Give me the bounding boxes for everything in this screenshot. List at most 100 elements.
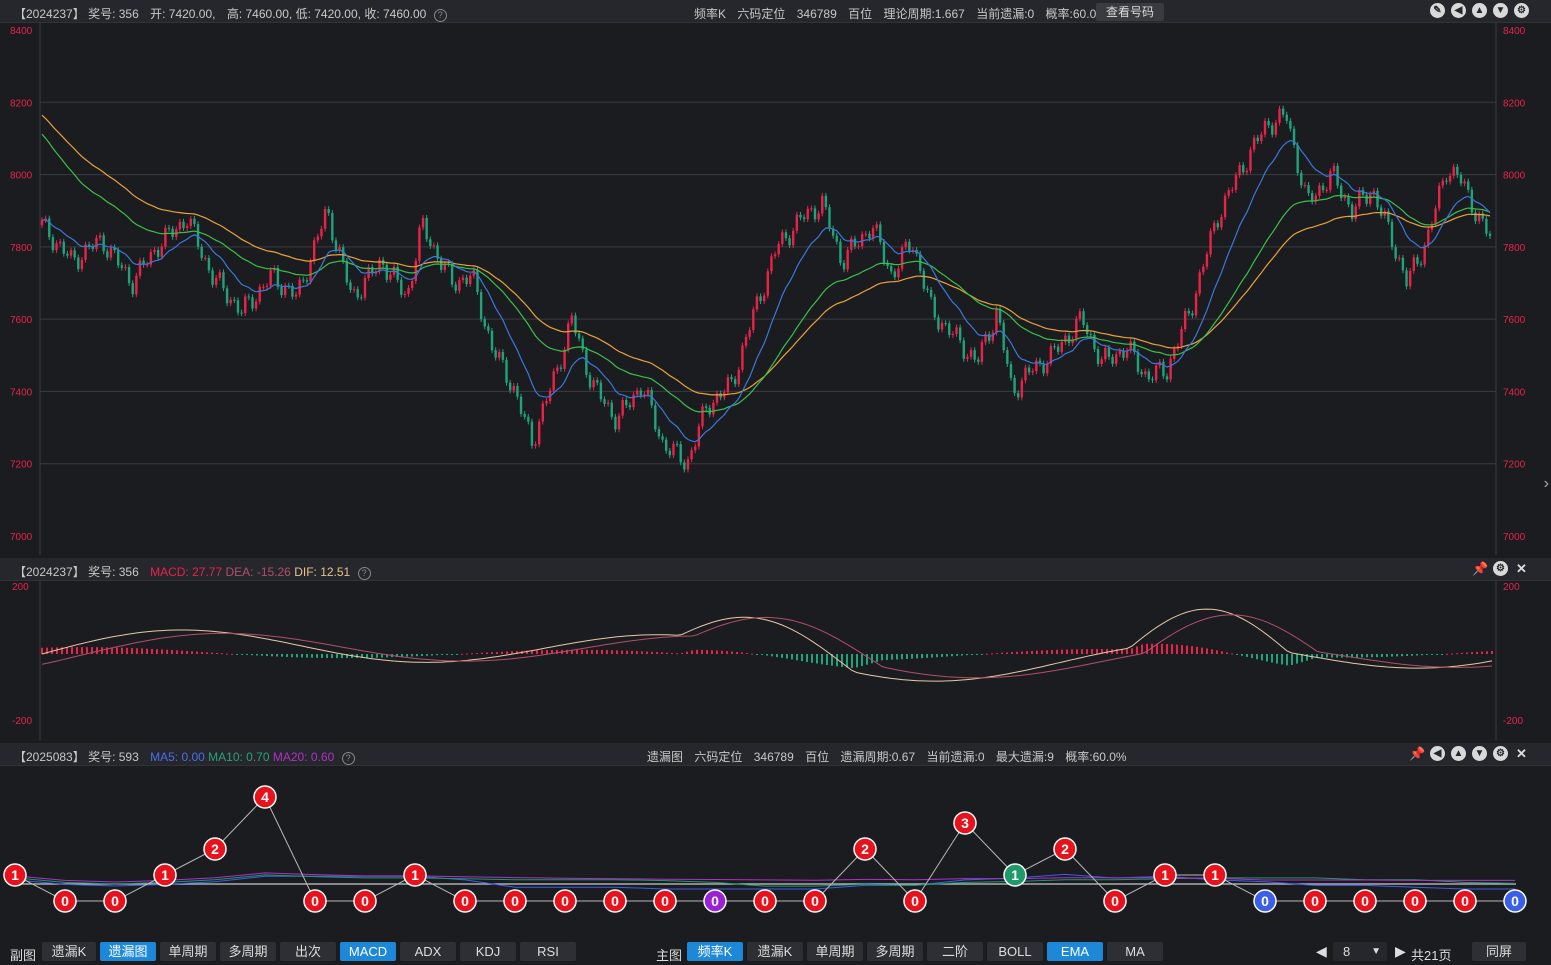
miss-point[interactable] <box>1103 889 1127 913</box>
pin-icon[interactable]: 📌 <box>1409 746 1426 761</box>
main-tab-miss-k[interactable]: 遗漏K <box>747 942 803 961</box>
miss-point[interactable] <box>753 889 777 913</box>
macd-bar <box>591 649 593 654</box>
miss-point[interactable] <box>1403 889 1427 913</box>
miss-point-label: 1 <box>1011 867 1019 883</box>
pin-icon[interactable]: 📌 <box>1472 561 1489 576</box>
miss-point[interactable] <box>503 889 527 913</box>
main-tab-multi-period[interactable]: 多周期 <box>867 942 923 961</box>
miss-point[interactable] <box>603 889 627 913</box>
candle-body <box>240 312 243 314</box>
miss-point[interactable] <box>803 889 827 913</box>
miss-point[interactable] <box>1153 863 1177 887</box>
miss-max-label: 最大遗漏:9 <box>995 750 1054 764</box>
candle-body <box>1423 245 1426 265</box>
candle-body <box>1318 185 1321 196</box>
expand-arrow-icon[interactable]: › <box>1543 475 1549 492</box>
edit-icon[interactable]: ✎ <box>1430 3 1445 18</box>
miss-point[interactable] <box>1303 889 1327 913</box>
miss-point[interactable] <box>653 889 677 913</box>
candle-body <box>218 272 222 278</box>
candle-body <box>1020 380 1024 398</box>
main-tab-boll[interactable]: BOLL <box>987 942 1043 961</box>
sub-tab-single-period[interactable]: 单周期 <box>160 942 216 961</box>
miss-point[interactable] <box>1353 889 1377 913</box>
sync-screen-button[interactable]: 同屏 <box>1472 942 1526 961</box>
sub-tab-kdj[interactable]: KDJ <box>460 942 516 961</box>
main-tab-frequency-k[interactable]: 频率K <box>687 942 743 961</box>
candle-body <box>1289 120 1292 129</box>
sub-tab-multi-period[interactable]: 多周期 <box>220 942 276 961</box>
candle-body <box>773 254 777 257</box>
macd-bar <box>551 650 553 654</box>
sub-tab-rsi[interactable]: RSI <box>520 942 576 961</box>
miss-point[interactable] <box>1203 863 1227 887</box>
candle-body <box>1231 189 1234 191</box>
miss-point[interactable] <box>953 811 977 835</box>
macd-bar <box>306 654 308 658</box>
macd-bar <box>361 654 363 658</box>
dif-value: DIF: 12.51 <box>294 565 351 579</box>
miss-point[interactable] <box>1253 889 1277 913</box>
miss-point[interactable] <box>3 863 27 887</box>
back-icon[interactable]: ◀ <box>1430 746 1445 761</box>
macd-bar <box>1396 654 1398 657</box>
candle-body <box>450 263 454 285</box>
main-tab-ma[interactable]: MA <box>1107 942 1163 961</box>
settings-icon[interactable]: ⚙ <box>1493 561 1508 576</box>
candle-body <box>1394 247 1397 259</box>
sub-tab-macd[interactable]: MACD <box>340 942 396 961</box>
miss-point[interactable] <box>203 837 227 861</box>
miss-point[interactable] <box>303 889 327 913</box>
back-icon[interactable]: ◀ <box>1451 3 1466 18</box>
miss-point[interactable] <box>1053 837 1077 861</box>
close-icon[interactable]: ✕ <box>1516 746 1527 761</box>
miss-point[interactable] <box>103 889 127 913</box>
sub-tab-miss-chart[interactable]: 遗漏图 <box>100 942 156 961</box>
prev-page-icon[interactable]: ◀ <box>1316 943 1327 959</box>
miss-point[interactable] <box>153 863 177 887</box>
miss-point[interactable] <box>703 889 727 913</box>
candle-body <box>469 275 472 285</box>
settings-icon[interactable]: ⚙ <box>1514 3 1529 18</box>
up-icon[interactable]: ▲ <box>1451 746 1466 761</box>
main-tab-ema[interactable]: EMA <box>1047 942 1103 961</box>
help-icon[interactable]: ? <box>341 752 355 765</box>
next-page-icon[interactable]: ▶ <box>1395 943 1406 959</box>
candle-body <box>1223 195 1227 217</box>
candle-body <box>1408 270 1412 287</box>
miss-point[interactable] <box>253 785 277 809</box>
candle-body <box>418 227 421 261</box>
miss-point[interactable] <box>853 837 877 861</box>
settings-icon[interactable]: ⚙ <box>1493 746 1508 761</box>
up-icon[interactable]: ▲ <box>1472 3 1487 18</box>
close-icon[interactable]: ✕ <box>1516 561 1527 576</box>
miss-point[interactable] <box>403 863 427 887</box>
miss-point[interactable] <box>1003 863 1027 887</box>
miss-point[interactable] <box>1453 889 1477 913</box>
macd-bar <box>256 654 258 656</box>
candle-body <box>1082 311 1085 326</box>
sub-tab-occurrences[interactable]: 出次 <box>280 942 336 961</box>
main-tab-single-period[interactable]: 单周期 <box>807 942 863 961</box>
down-icon[interactable]: ▼ <box>1472 746 1487 761</box>
miss-point[interactable] <box>53 889 77 913</box>
candle-body <box>1067 335 1071 344</box>
macd-bar <box>1216 650 1218 654</box>
macd-award: 奖号: 356 <box>88 565 139 579</box>
sub-tab-miss-k[interactable]: 遗漏K <box>42 942 96 961</box>
miss-point[interactable] <box>1503 889 1527 913</box>
page-select[interactable]: 8 ▼ <box>1333 942 1387 961</box>
down-icon[interactable]: ▼ <box>1493 3 1508 18</box>
help-icon[interactable]: ? <box>357 567 371 580</box>
main-tab-second-order[interactable]: 二阶 <box>927 942 983 961</box>
sub-tab-adx[interactable]: ADX <box>400 942 456 961</box>
view-numbers-button[interactable]: 查看号码 <box>1096 3 1165 21</box>
miss-point[interactable] <box>553 889 577 913</box>
help-icon[interactable]: ? <box>433 9 447 22</box>
miss-point[interactable] <box>903 889 927 913</box>
candle-body <box>1031 371 1034 373</box>
miss-point[interactable] <box>353 889 377 913</box>
miss-point[interactable] <box>453 889 477 913</box>
macd-bar <box>341 654 343 659</box>
